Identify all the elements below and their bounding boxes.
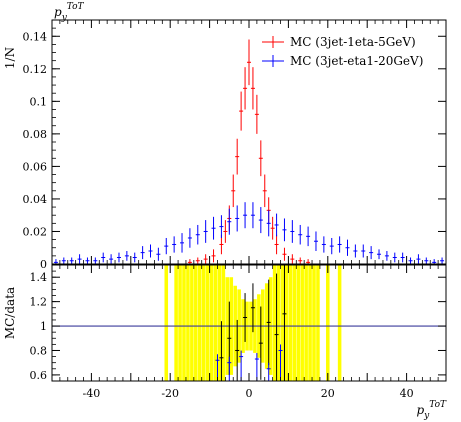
band-bar	[276, 265, 281, 381]
ratio-y-tick-label: 1	[40, 320, 47, 333]
band-bar	[201, 265, 206, 381]
top-series-layer	[53, 39, 445, 264]
ratio-y-tick-label: 0.8	[30, 344, 48, 357]
top-y-tick-label: 0.06	[23, 160, 48, 173]
top-y-tick-label: 0.08	[23, 128, 48, 141]
band-bar	[272, 265, 277, 381]
legend-label: MC (3jet-eta1-20GeV)	[290, 54, 423, 68]
ratio-y-axis-ticks: 0.6 0.8 1 1.2 1.4	[30, 270, 446, 382]
top-corner-label: pyToT	[54, 2, 85, 23]
band-bar	[182, 265, 186, 381]
band-bar	[304, 265, 308, 381]
top-y-tick-label: 0.1	[30, 95, 48, 108]
band-bar	[194, 265, 198, 381]
band-bar	[217, 265, 222, 381]
ratio-y-axis-label: MC/data	[3, 287, 17, 339]
band-bar	[221, 265, 226, 381]
x-tick-label: -20	[161, 387, 179, 400]
main-distribution-panel: 0 0.02 0.04 0.06 0.08 0.1 0.12 0.14 1/N pyToT M…	[3, 2, 447, 271]
top-y-tick-label: 0.14	[23, 30, 48, 43]
band-bar	[205, 265, 210, 381]
x-tick-label: 40	[400, 387, 414, 400]
ratio-y-tick-label: 0.6	[30, 369, 48, 382]
top-y-tick-label: 0.12	[23, 63, 48, 76]
ratio-points-layer	[215, 265, 287, 381]
band-bar	[280, 265, 285, 381]
top-y-tick-label: 0.02	[23, 225, 48, 238]
band-bar	[316, 265, 320, 381]
x-axis-label: pyToT	[416, 400, 447, 421]
x-tick-label: 20	[321, 387, 335, 400]
band-bar	[197, 265, 202, 381]
band-bar	[288, 265, 293, 381]
top-y-axis-label: 1/N	[3, 47, 17, 69]
band-bar	[209, 265, 214, 381]
top-y-tick-label: 0	[40, 258, 47, 271]
band-bar	[296, 265, 301, 381]
legend: MC (3jet-1eta-5GeV) MC (3jet-eta1-20GeV)	[262, 35, 423, 68]
ratio-y-tick-label: 1.4	[30, 271, 48, 284]
band-bar	[178, 265, 182, 381]
band-bar	[284, 265, 289, 381]
ratio-y-tick-label: 1.2	[30, 296, 48, 309]
x-tick-label: 0	[246, 387, 253, 400]
series-red	[187, 39, 311, 264]
band-bar	[326, 265, 330, 381]
top-y-axis-ticks: 0 0.02 0.04 0.06 0.08 0.1 0.12 0.14	[23, 27, 446, 271]
top-y-tick-label: 0.04	[23, 193, 48, 206]
band-bar	[292, 265, 297, 381]
series-blue	[53, 202, 445, 264]
band-bar	[312, 265, 316, 381]
band-bar	[186, 265, 190, 381]
band-bar	[164, 265, 169, 381]
band-bar	[174, 265, 178, 381]
band-bar	[213, 265, 218, 381]
band-bar	[308, 265, 312, 381]
x-axis-ticks: -40 -20 0 20 40	[51, 20, 447, 400]
band-bar	[300, 265, 304, 381]
ratio-panel: 0.6 0.8 1 1.2 1.4 MC/data	[3, 264, 447, 382]
x-tick-label: -40	[83, 387, 101, 400]
band-bar	[337, 265, 342, 381]
band-bar	[190, 265, 194, 381]
legend-label: MC (3jet-1eta-5GeV)	[290, 35, 416, 49]
